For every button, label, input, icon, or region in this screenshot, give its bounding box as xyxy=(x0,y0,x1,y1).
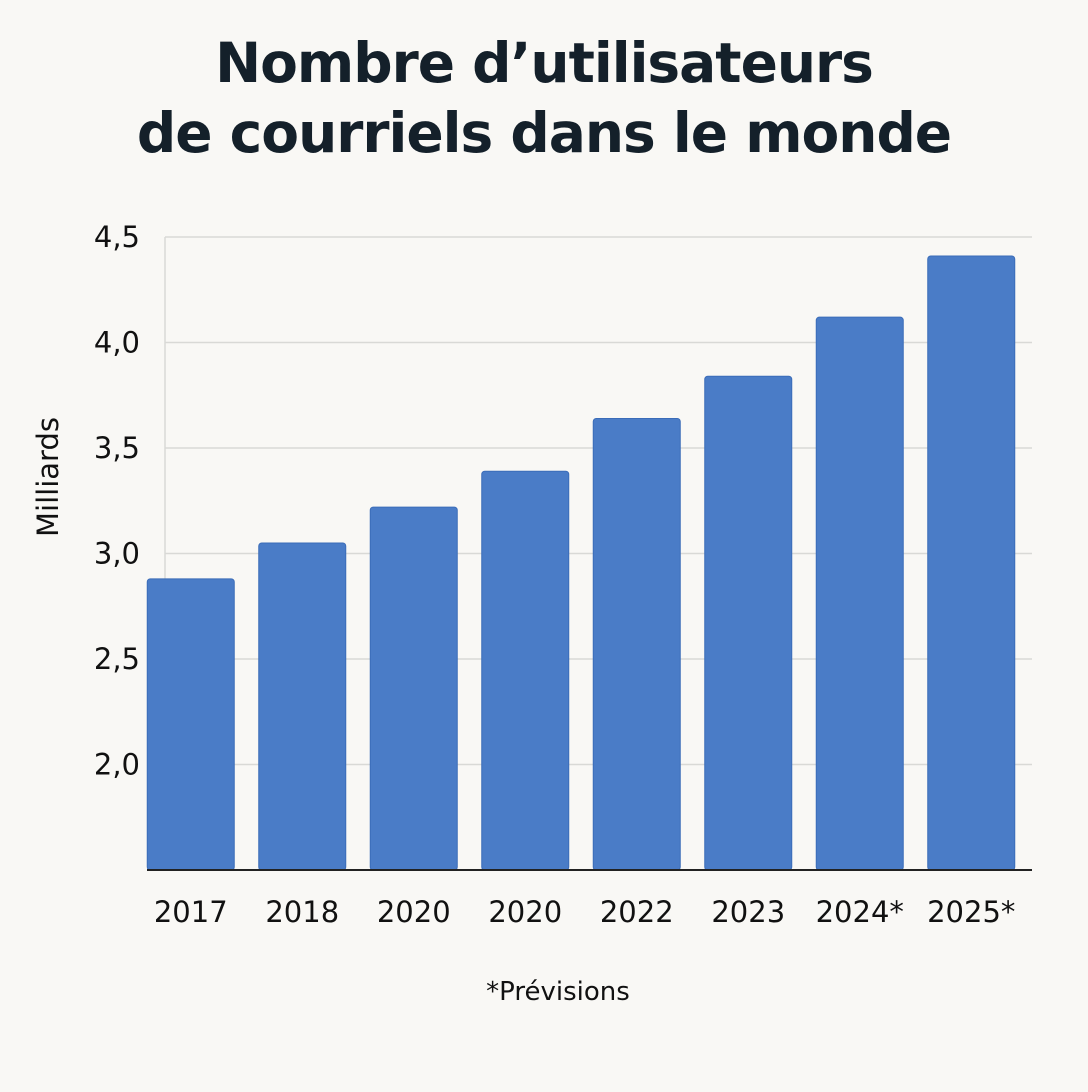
x-tick-label: 2024* xyxy=(816,895,904,929)
bar-2023 xyxy=(704,375,793,871)
bars xyxy=(146,255,1032,871)
x-tick-label: 2025* xyxy=(927,895,1015,929)
x-tick-label: 2018 xyxy=(265,895,339,929)
bar-2020 xyxy=(481,470,570,871)
chart-title-line-2: de courriels dans le monde xyxy=(136,101,952,165)
bar-2024-forecast xyxy=(815,316,904,871)
forecast-footnote: *Prévisions xyxy=(486,977,630,1007)
x-tick-label: 2020 xyxy=(488,895,562,929)
y-tick-labels: 2,0 2,5 3,0 3,5 4,0 4,5 xyxy=(94,220,140,782)
x-tick-label: 2023 xyxy=(711,895,785,929)
y-tick-label: 3,0 xyxy=(94,537,140,571)
y-tick-label: 4,5 xyxy=(94,220,140,254)
bar-2020 xyxy=(369,506,458,871)
bar-2025-forecast xyxy=(927,255,1016,871)
chart-title: Nombre d’utilisateurs de courriels dans … xyxy=(0,28,1088,168)
y-tick-label: 2,5 xyxy=(94,642,140,676)
x-tick-label: 2020 xyxy=(377,895,451,929)
x-tick-label: 2017 xyxy=(154,895,228,929)
y-tick-label: 3,5 xyxy=(94,431,140,465)
bar-2018 xyxy=(258,542,347,871)
x-tick-label: 2022 xyxy=(600,895,674,929)
bar-2022 xyxy=(592,417,681,871)
chart-title-line-1: Nombre d’utilisateurs xyxy=(215,31,874,95)
y-axis-label: Milliards xyxy=(31,417,65,537)
y-tick-label: 2,0 xyxy=(94,748,140,782)
x-tick-labels: 2017 2018 2020 2020 2022 2023 2024* 2025* xyxy=(154,895,1016,929)
y-tick-label: 4,0 xyxy=(94,326,140,360)
bar-2017 xyxy=(146,578,235,871)
